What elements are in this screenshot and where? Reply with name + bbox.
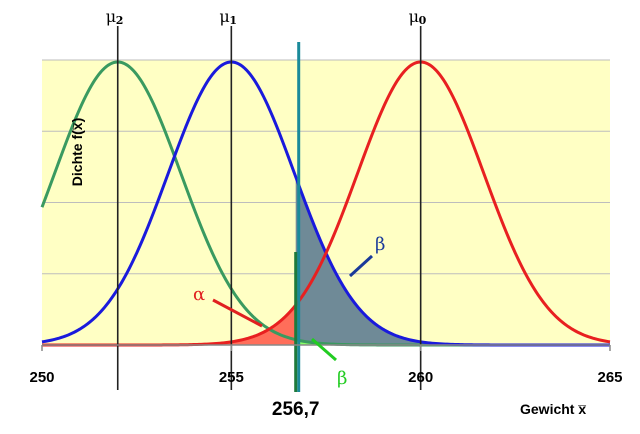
y-axis-label: Dichte f(x̅) [69, 118, 85, 186]
beta-label-mu1: β [375, 234, 385, 255]
grid-lines [42, 59, 610, 275]
alpha-label: α [193, 284, 205, 305]
beta-label-mu2: β [337, 368, 347, 389]
critical-value-label: 256,7 [272, 399, 320, 420]
x-tick-label: 250 [29, 369, 54, 386]
x-tick-label: 260 [408, 369, 433, 386]
mean-label-0: μ [106, 7, 116, 26]
mean-label-sub-2: 0 [419, 14, 427, 27]
x-tick-label: 265 [597, 369, 622, 386]
annotations: α β β [193, 234, 385, 389]
x-axis: 250 255 260 265 [29, 344, 623, 386]
mean-label-1: μ [219, 7, 229, 26]
beta-pointer-mu1 [348, 254, 374, 278]
mean-label-2: μ [409, 7, 419, 26]
alpha-area [42, 305, 296, 345]
alpha-pointer [212, 298, 263, 328]
mean-label-sub-1: 1 [229, 14, 237, 27]
beta-pointer-mu2 [311, 337, 337, 362]
mean-label-sub-0: 2 [116, 14, 124, 27]
x-tick-label: 255 [219, 369, 244, 386]
beta-area-mu1 [295, 176, 610, 345]
x-axis-label: Gewicht x̅ [520, 401, 586, 417]
critical-value-line [294, 42, 301, 392]
